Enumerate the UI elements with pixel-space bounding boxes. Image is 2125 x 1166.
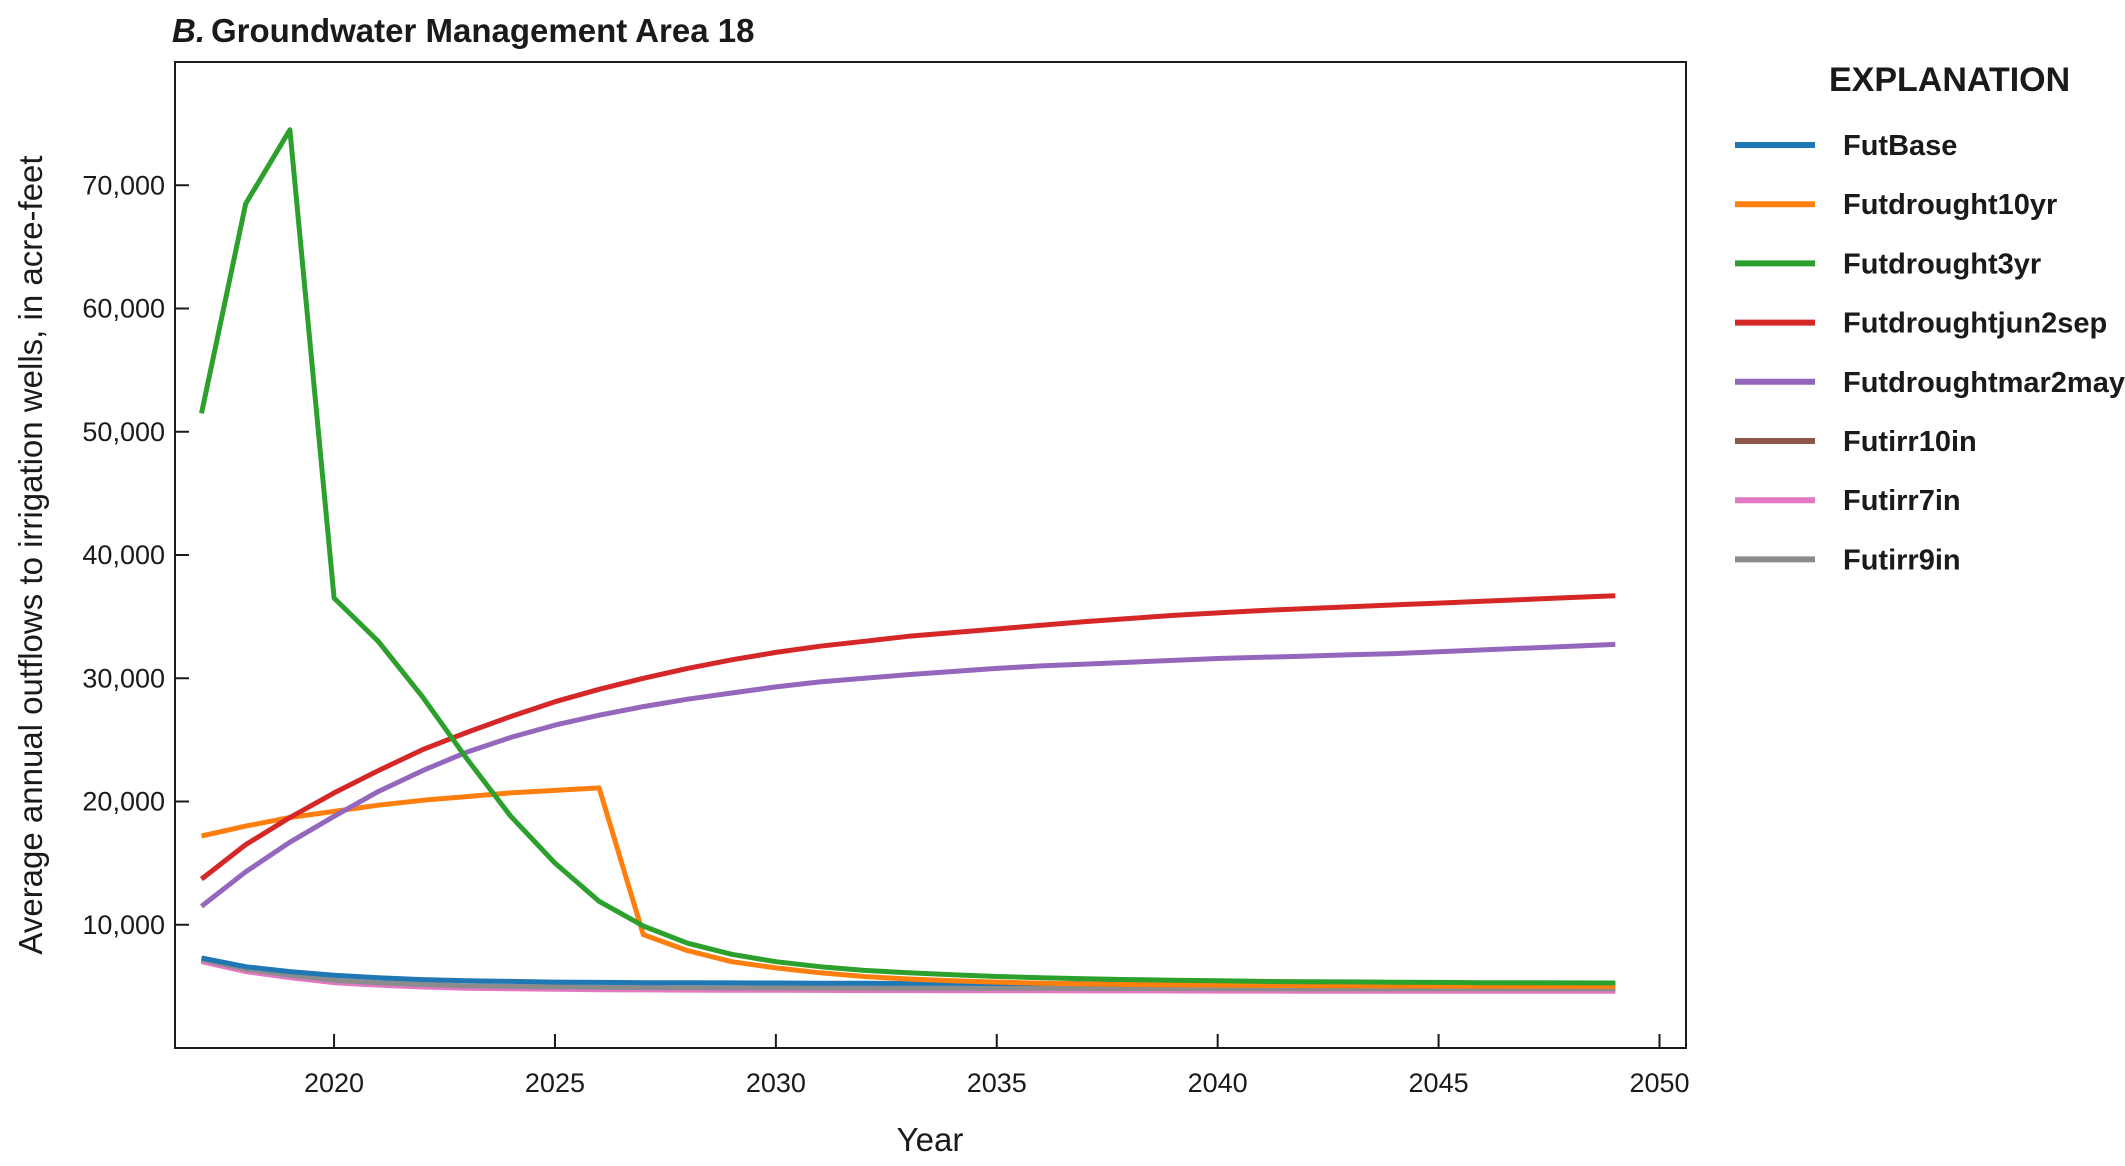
series-line-futdroughtmar2may bbox=[199, 641, 1616, 909]
x-tick-label: 2045 bbox=[1409, 1068, 1469, 1098]
y-tick-label: 10,000 bbox=[82, 910, 165, 940]
legend-label: Futdroughtjun2sep bbox=[1843, 308, 2107, 340]
y-tick-label: 60,000 bbox=[82, 294, 165, 324]
y-tick-label: 50,000 bbox=[82, 417, 165, 447]
x-tick-label: 2030 bbox=[746, 1068, 806, 1098]
y-axis: 10,000 20,000 30,000 40,000 50,000 60,000 70,0… bbox=[82, 170, 189, 940]
legend-item-futdroughtmar2may: Futdroughtmar2may bbox=[1735, 367, 2125, 399]
series-line-futdrought10yr bbox=[200, 785, 1616, 989]
y-tick-label: 20,000 bbox=[82, 787, 165, 817]
series-line-futdroughtjun2sep bbox=[199, 593, 1616, 882]
legend-label: Futdroughtmar2may bbox=[1843, 367, 2125, 399]
legend-item-futirr9in: Futirr9in bbox=[1735, 544, 1961, 576]
legend: EXPLANATION FutBase Futdrought10yr Futdrou… bbox=[1735, 61, 2125, 576]
legend-label: Futirr9in bbox=[1843, 544, 1961, 576]
y-tick-label: 70,000 bbox=[82, 170, 165, 200]
x-tick-label: 2050 bbox=[1629, 1068, 1689, 1098]
legend-item-futdrought3yr: Futdrought3yr bbox=[1735, 248, 2041, 280]
plot-frame bbox=[174, 61, 1687, 1049]
legend-item-futirr10in: Futirr10in bbox=[1735, 426, 1977, 458]
chart-title: B. Groundwater Management Area 18 bbox=[172, 12, 754, 49]
x-axis: 2020 2025 2030 2035 2040 2045 2050 bbox=[304, 1034, 1690, 1098]
legend-item-futirr7in: Futirr7in bbox=[1735, 485, 1961, 517]
legend-item-futbase: FutBase bbox=[1735, 130, 1957, 162]
x-axis-label: Year bbox=[897, 1121, 964, 1158]
legend-label: FutBase bbox=[1843, 130, 1957, 162]
legend-title: EXPLANATION bbox=[1829, 61, 2070, 99]
y-axis-label: Average annual outflows to irrigation we… bbox=[12, 155, 49, 954]
legend-items: FutBase Futdrought10yr Futdrought3yr Futdro… bbox=[1735, 130, 2125, 576]
legend-item-futdroughtjun2sep: Futdroughtjun2sep bbox=[1735, 308, 2107, 340]
legend-label: Futdrought3yr bbox=[1843, 248, 2041, 280]
series-line-futirr9in bbox=[200, 956, 1616, 992]
y-tick-label: 30,000 bbox=[82, 663, 165, 693]
legend-label: Futirr7in bbox=[1843, 485, 1961, 517]
legend-label: Futirr10in bbox=[1843, 426, 1977, 458]
series-line-futdrought3yr bbox=[199, 127, 1616, 986]
y-tick-label: 40,000 bbox=[82, 540, 165, 570]
x-tick-label: 2025 bbox=[525, 1068, 585, 1098]
legend-label: Futdrought10yr bbox=[1843, 189, 2057, 221]
x-tick-label: 2020 bbox=[304, 1068, 364, 1098]
x-tick-label: 2040 bbox=[1188, 1068, 1248, 1098]
x-tick-label: 2035 bbox=[967, 1068, 1027, 1098]
legend-item-futdrought10yr: Futdrought10yr bbox=[1735, 189, 2057, 221]
series-lines bbox=[199, 127, 1616, 994]
